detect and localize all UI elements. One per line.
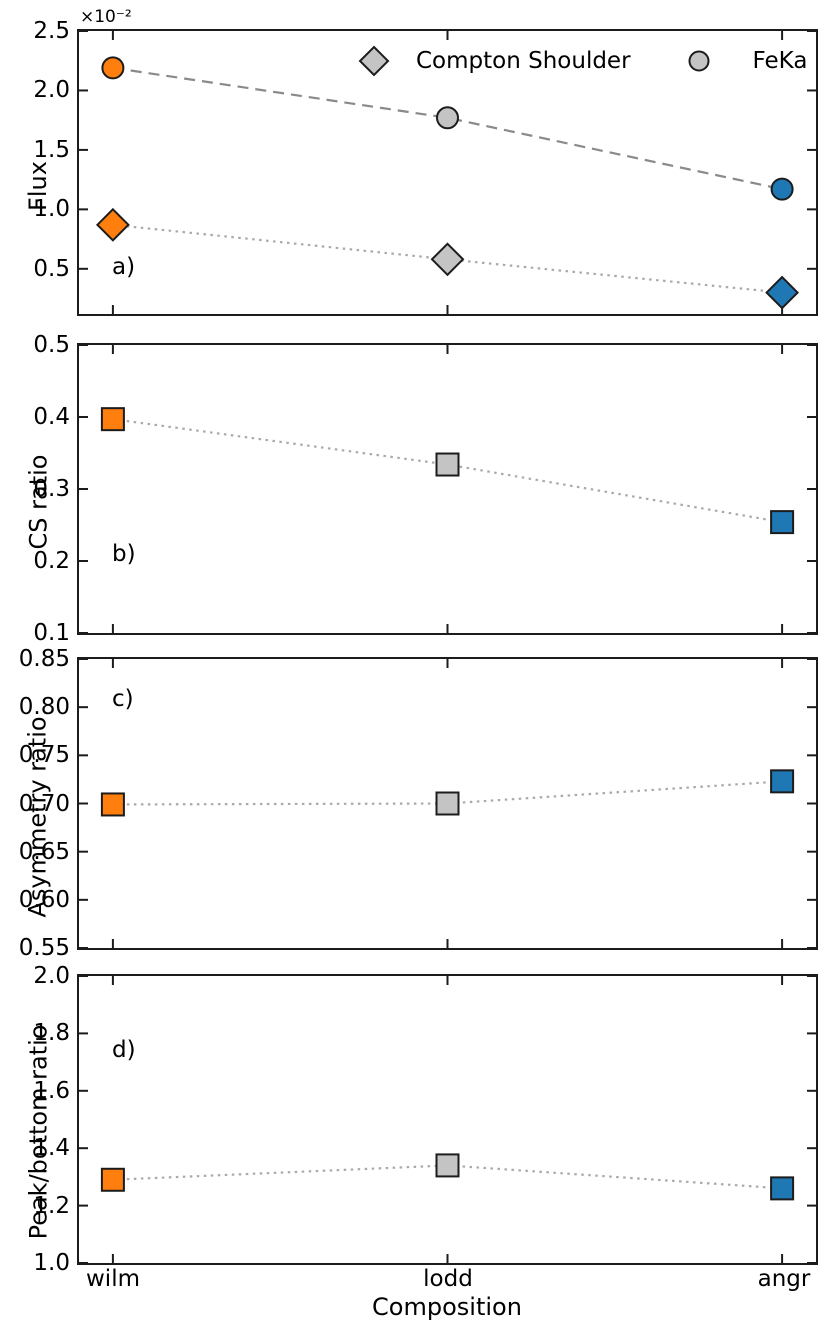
panel-b-cs-ratio [77,343,818,635]
square-marker-angr [770,510,795,535]
plot-area-b [79,345,816,633]
diamond-marker-wilm [95,207,130,242]
y-tick-label: 1.0 [33,196,70,223]
panel-label-d: d) [112,1037,136,1063]
y-tick-label: 1.5 [33,136,70,163]
panel-a-flux [77,29,818,316]
y-tick-label: 0.55 [18,935,70,961]
circle-marker-lodd [436,106,459,130]
panel-label-b: b) [112,541,136,567]
y-tick-label: 0.5 [33,332,70,358]
y-tick-label: 0.70 [18,790,70,817]
panel-label-c: c) [112,686,134,712]
y-tick-label: 0.2 [33,548,70,574]
y-axis-offset-text: ×10⁻² [80,7,132,27]
y-tick-label: 0.85 [18,646,70,672]
diamond-marker-angr [765,275,800,310]
y-tick-label: 1.6 [33,1077,70,1104]
legend-label: Compton Shoulder [416,47,631,74]
y-tick-label: 0.75 [18,742,70,769]
diamond-marker-lodd [430,242,465,277]
diamond-icon [358,45,390,77]
series-line-feka [112,66,783,191]
y-tick-label: 0.3 [33,476,70,502]
circle-marker-wilm [101,56,125,80]
y-tick-label: 1.0 [33,1250,70,1276]
y-tick-label: 0.80 [18,694,70,721]
x-tick-label-lodd: lodd [423,1266,473,1292]
plot-area-d [79,976,816,1263]
square-marker-lodd [435,791,460,816]
y-tick-label: 0.5 [33,255,70,282]
square-marker-wilm [100,792,125,817]
circle-icon [688,50,710,72]
y-tick-label: 2.0 [33,77,70,104]
y-tick-label: 2.5 [33,18,70,44]
legend: Compton Shoulder FeKa [358,44,807,78]
square-marker-wilm [100,1167,125,1192]
square-marker-lodd [435,1153,460,1178]
x-tick-label-wilm: wilm [86,1266,140,1292]
y-tick-label: 1.4 [33,1135,70,1162]
legend-label: FeKa [752,47,808,74]
plot-area-a [79,31,816,314]
x-tick-label-angr: angr [757,1266,811,1292]
y-tick-label: 0.1 [33,620,70,646]
plot-area-c [79,659,816,948]
y-tick-label: 0.65 [18,838,70,865]
square-marker-angr [770,1176,795,1201]
legend-item-feka: FeKa [687,47,808,75]
panel-c-asymmetry-ratio [77,657,818,950]
circle-marker-angr [770,177,794,201]
y-tick-label: 0.60 [18,886,70,913]
legend-item-compton-shoulder: Compton Shoulder [358,45,631,77]
square-marker-wilm [100,407,125,432]
y-tick-label: 0.4 [33,404,70,430]
y-tick-label: 1.8 [33,1020,70,1047]
panel-d-peak-bottom-ratio [77,974,818,1265]
y-tick-label: 1.2 [33,1192,70,1219]
square-marker-angr [770,769,795,794]
panel-label-a: a) [112,254,136,280]
y-tick-label: 2.0 [33,963,70,989]
square-marker-lodd [435,452,460,477]
x-axis-label: Composition [372,1293,522,1321]
